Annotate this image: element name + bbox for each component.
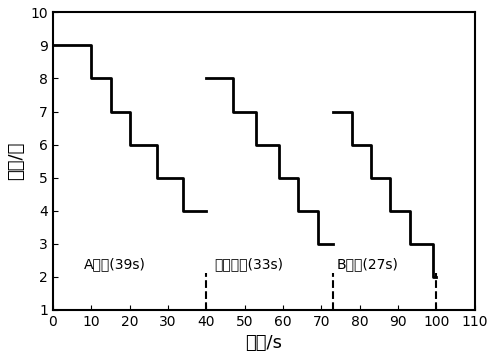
Text: B细胞(27s): B细胞(27s) — [337, 258, 398, 272]
Y-axis label: 数量/个: 数量/个 — [7, 142, 25, 180]
Text: 血红细胞(33s): 血红细胞(33s) — [214, 258, 283, 272]
Text: A细胞(39s): A细胞(39s) — [84, 258, 146, 272]
X-axis label: 时间/s: 时间/s — [246, 334, 282, 352]
